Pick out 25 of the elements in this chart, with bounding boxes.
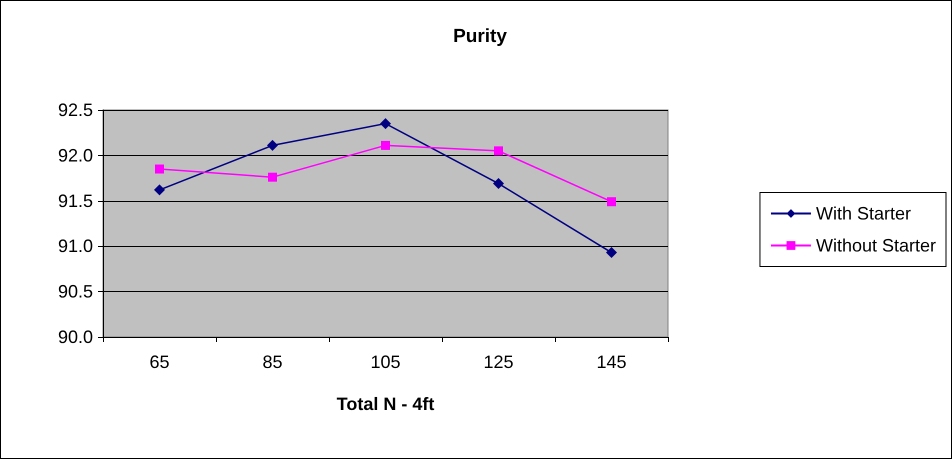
legend-label: With Starter: [816, 204, 911, 224]
y-tick-label: 90.5: [58, 282, 93, 302]
point: [267, 140, 278, 151]
chart-title: Purity: [453, 26, 508, 47]
point: [268, 172, 277, 182]
x-tick-label: 125: [483, 352, 514, 372]
point: [606, 247, 617, 258]
point: [380, 118, 391, 130]
x-axis-title: Total N - 4ft: [336, 394, 434, 414]
y-tick-label: 92.0: [58, 145, 93, 166]
y-tick-label: 92.5: [58, 100, 93, 120]
y-tick-label: 91.0: [58, 236, 93, 256]
point: [607, 197, 616, 206]
point: [155, 164, 164, 174]
x-tick-label: 85: [262, 352, 283, 372]
x-tick-label: 65: [149, 352, 170, 372]
x-tick-label: 145: [596, 352, 627, 372]
legend-label: Without Starter: [816, 236, 936, 256]
x-tick-label: 105: [370, 352, 401, 372]
y-tick-label: 91.5: [58, 190, 93, 211]
point: [494, 146, 503, 156]
point: [493, 178, 504, 190]
point: [381, 140, 390, 150]
y-tick-label: 90.0: [58, 327, 93, 347]
point: [154, 184, 165, 196]
